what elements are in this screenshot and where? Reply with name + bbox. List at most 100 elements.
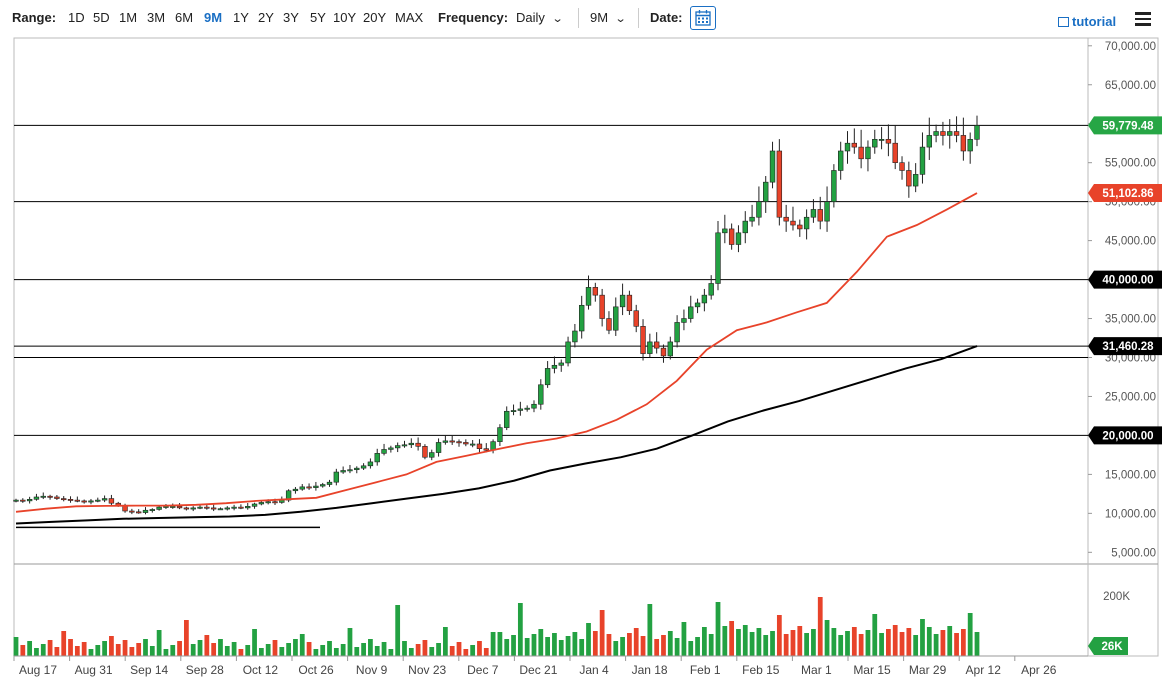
volume-bar: [81, 642, 87, 656]
candle-body: [722, 228, 728, 234]
candle-body: [885, 139, 892, 144]
plot-frame: [13, 37, 1159, 657]
volume-bar: [286, 643, 292, 656]
candle-body: [40, 495, 46, 498]
range-5y-button[interactable]: 5Y: [310, 10, 326, 25]
candle-body: [435, 442, 442, 453]
candle-body: [347, 469, 353, 472]
volume-bar: [204, 635, 210, 656]
candle-body: [292, 488, 299, 492]
price-badge-bg: [1088, 184, 1162, 203]
candle-body: [81, 500, 87, 503]
volume-badge: 26K: [1088, 637, 1128, 655]
volume-bar: [967, 613, 973, 656]
candle-body: [61, 498, 67, 501]
volume-bar: [620, 637, 625, 656]
candle-body: [599, 294, 605, 319]
volume-bar: [531, 634, 537, 656]
fast-moving-average-line: [15, 192, 978, 513]
range-1d-button[interactable]: 1D: [68, 10, 85, 25]
date-picker-button[interactable]: [690, 6, 716, 30]
volume-bar: [95, 645, 101, 656]
frequency-dropdown[interactable]: Daily ⌄: [516, 10, 564, 25]
volume-bar: [40, 644, 46, 656]
volume-bar: [395, 605, 401, 656]
volume-bar: [654, 639, 660, 656]
candle-body: [606, 318, 612, 331]
volume-bar: [708, 634, 714, 656]
volume-bar: [804, 633, 809, 656]
candle-body: [919, 146, 926, 175]
candle-body: [135, 511, 142, 514]
volume-bar: [940, 630, 946, 656]
candle-body: [742, 220, 748, 234]
x-tick-label: Mar 29: [909, 663, 947, 677]
candle-body: [544, 368, 551, 386]
price-badge: 59,779.48: [1088, 116, 1162, 135]
candle-body: [204, 506, 210, 509]
price-badge-label: 31,460.28: [1102, 341, 1154, 353]
volume-bar: [926, 627, 932, 656]
y-tick-label: 70,000.00: [1105, 41, 1156, 53]
volume-bar: [749, 632, 755, 656]
toolbar-divider: [638, 8, 639, 28]
x-tick-label: Sep 14: [130, 663, 168, 677]
candle-body: [790, 220, 796, 226]
volume-bar: [449, 646, 455, 656]
range-9m-button[interactable]: 9M: [204, 10, 223, 25]
candle-body: [183, 507, 190, 510]
candle-body: [360, 465, 367, 469]
volume-bar: [633, 628, 639, 656]
range-1m-button[interactable]: 1M: [119, 10, 138, 25]
candle-body: [272, 501, 278, 504]
volume-axis-label: 200K: [1103, 591, 1130, 603]
volume-bar: [61, 631, 67, 656]
price-chart: 5,000.00 10,000.00 15,000.00 20,000.00 25,00…: [13, 37, 1162, 677]
period-dropdown[interactable]: 9M ⌄: [590, 10, 627, 25]
candle-body: [592, 287, 599, 296]
range-max-button[interactable]: MAX: [395, 10, 424, 25]
volume-bar: [231, 642, 237, 656]
candle-body: [838, 150, 844, 171]
volume-bar: [320, 645, 326, 656]
candle-body: [238, 506, 244, 509]
candle-body: [408, 442, 414, 446]
candle-body: [149, 509, 155, 511]
range-10y-button[interactable]: 10Y: [333, 10, 357, 25]
range-label: Range:: [12, 10, 57, 25]
range-20y-button[interactable]: 20Y: [363, 10, 387, 25]
range-1y-button[interactable]: 1Y: [233, 10, 249, 25]
candle-body: [735, 232, 742, 245]
volume-bar: [115, 644, 121, 656]
range-5d-button[interactable]: 5D: [93, 10, 110, 25]
tutorial-link[interactable]: tutorial: [1058, 14, 1116, 29]
range-2y-button[interactable]: 2Y: [258, 10, 274, 25]
candle-body: [101, 498, 108, 501]
volume-bar: [892, 625, 898, 656]
volume-bar: [831, 628, 837, 656]
volume-bar: [170, 645, 176, 656]
menu-icon[interactable]: [1135, 12, 1151, 26]
period-value: 9M: [590, 10, 609, 25]
volume-bar: [149, 646, 155, 656]
candle-body: [456, 441, 462, 444]
candle-body: [326, 481, 333, 485]
volume-bar: [368, 639, 373, 656]
range-3m-button[interactable]: 3M: [147, 10, 166, 25]
range-6m-button[interactable]: 6M: [175, 10, 194, 25]
candle-body: [681, 318, 687, 323]
volume-bar: [306, 642, 312, 656]
candle-body: [763, 181, 769, 202]
chevron-down-icon: ⌄: [551, 13, 564, 25]
price-badge-bg: [1088, 116, 1162, 135]
candle-body: [565, 341, 571, 364]
x-tick-label: Nov 9: [356, 663, 388, 677]
price-badge: 40,000.00: [1088, 270, 1162, 289]
candle-body: [313, 485, 319, 488]
range-3y-button[interactable]: 3Y: [283, 10, 299, 25]
candle-body: [756, 201, 762, 218]
volume-bar: [845, 631, 850, 656]
y-tick-label: 35,000.00: [1105, 314, 1156, 326]
x-tick-label: Jan 18: [632, 663, 668, 677]
y-tick-label: 45,000.00: [1105, 236, 1156, 248]
